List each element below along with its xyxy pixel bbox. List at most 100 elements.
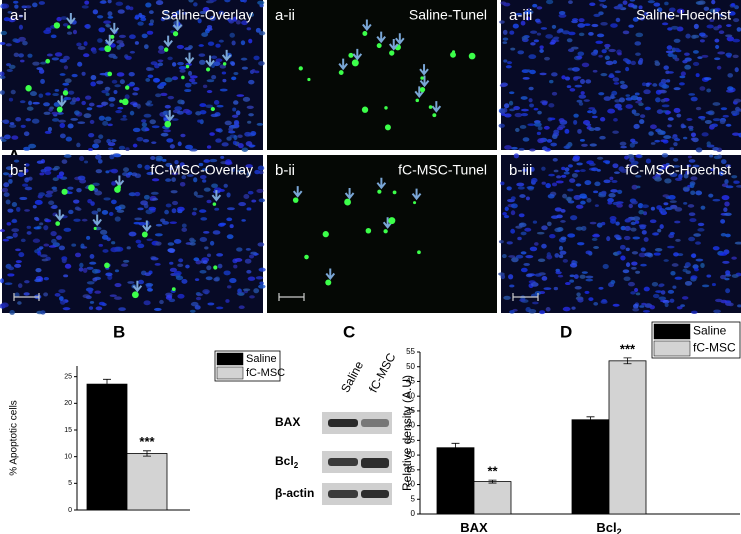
nucleus — [528, 98, 533, 103]
nucleus — [132, 127, 141, 133]
nucleus — [503, 103, 510, 109]
nucleus — [155, 241, 162, 246]
nucleus — [541, 101, 548, 106]
nucleus — [578, 32, 585, 37]
nucleus — [141, 122, 148, 128]
nucleus — [88, 132, 95, 138]
nucleus — [26, 231, 32, 235]
nucleus — [128, 231, 137, 237]
apoptotic-cell — [420, 76, 424, 80]
nucleus — [510, 146, 518, 150]
apoptotic-cell — [104, 45, 112, 53]
nucleus — [199, 209, 207, 213]
nucleus — [24, 177, 30, 183]
apoptotic-cell — [351, 59, 359, 67]
nucleus — [612, 303, 620, 307]
nucleus — [577, 128, 582, 134]
nucleus — [84, 95, 92, 100]
nucleus — [235, 110, 241, 116]
nucleus — [673, 47, 680, 51]
nucleus — [226, 217, 233, 222]
nucleus — [3, 192, 10, 197]
nucleus — [541, 146, 548, 151]
nucleus — [557, 227, 564, 232]
nucleus — [620, 255, 626, 261]
nucleus — [112, 56, 118, 59]
nucleus — [593, 246, 600, 249]
nucleus — [607, 201, 613, 205]
nucleus — [120, 118, 128, 121]
nucleus — [533, 39, 540, 43]
nucleus — [578, 18, 585, 23]
nucleus — [0, 278, 5, 284]
nucleus — [503, 295, 511, 300]
nucleus — [709, 154, 714, 158]
nucleus — [231, 114, 239, 118]
nucleus — [564, 128, 570, 134]
nucleus — [697, 56, 703, 60]
nucleus — [15, 116, 22, 122]
nucleus — [515, 12, 523, 16]
nucleus — [685, 170, 690, 175]
nucleus — [214, 207, 220, 211]
nucleus — [76, 42, 82, 47]
nucleus — [580, 78, 586, 85]
nucleus — [139, 14, 146, 19]
apoptotic-cell — [62, 90, 69, 96]
nucleus — [593, 190, 599, 194]
nucleus — [654, 176, 662, 182]
nucleus — [662, 139, 669, 144]
nucleus — [198, 53, 206, 57]
nucleus — [635, 52, 641, 56]
nucleus — [105, 272, 113, 277]
nucleus — [98, 27, 106, 33]
nucleus — [26, 225, 32, 229]
apoptotic-cell — [88, 184, 95, 191]
nucleus — [698, 0, 706, 5]
nucleus — [571, 173, 578, 178]
nucleus — [118, 34, 126, 39]
nucleus — [680, 71, 686, 77]
nucleus — [573, 194, 582, 200]
apoptotic-cell — [171, 287, 176, 292]
nucleus — [665, 50, 674, 54]
nucleus — [11, 202, 18, 208]
nucleus — [65, 96, 72, 101]
nucleus — [657, 129, 664, 135]
nucleus — [603, 179, 611, 184]
legend-swatch — [216, 352, 244, 366]
nucleus — [110, 199, 117, 205]
nucleus — [589, 2, 596, 7]
nucleus — [690, 176, 698, 181]
nucleus — [598, 92, 605, 96]
nucleus — [685, 270, 692, 275]
nucleus — [579, 138, 585, 142]
nucleus — [63, 55, 70, 61]
nucleus — [189, 148, 198, 152]
nucleus — [610, 94, 615, 100]
nucleus — [604, 55, 610, 60]
nucleus — [680, 304, 685, 308]
nucleus — [1, 139, 7, 142]
nucleus — [690, 96, 698, 102]
nucleus — [519, 298, 526, 302]
nucleus — [499, 20, 505, 24]
nucleus — [655, 290, 663, 293]
nucleus — [712, 246, 720, 251]
nucleus — [654, 60, 659, 64]
nucleus — [222, 78, 227, 83]
nucleus — [585, 278, 594, 282]
nucleus — [0, 30, 8, 36]
nucleus — [7, 208, 14, 213]
y-tick-label: 0 — [68, 507, 72, 514]
nucleus — [601, 221, 606, 226]
nucleus — [89, 254, 95, 259]
nucleus — [734, 111, 740, 116]
nucleus — [160, 92, 168, 97]
nucleus — [520, 267, 528, 273]
nucleus — [221, 71, 227, 75]
nucleus — [77, 46, 86, 50]
nucleus — [160, 132, 169, 137]
nucleus — [625, 247, 630, 252]
nucleus — [673, 107, 681, 113]
